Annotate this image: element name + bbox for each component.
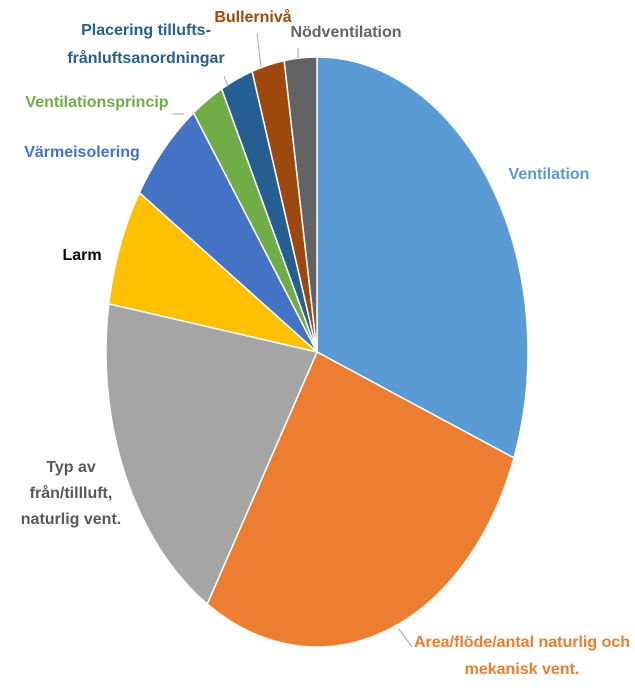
slice-label-1: Ventilation — [509, 166, 590, 183]
slice-label-6: Ventilationsprincip — [25, 94, 168, 111]
slice-label-5: Värmeisolering — [24, 144, 140, 161]
slice-label-7: Placering tillufts-frånluftsanordningar — [67, 22, 224, 67]
slice-label-line: Area/flöde/antal naturlig och — [414, 634, 630, 651]
pie-slices — [105, 56, 529, 648]
pie-slice-4 — [108, 191, 318, 353]
leader-line-8 — [256, 32, 262, 68]
slice-label-line: Placering tillufts- — [81, 22, 211, 39]
slice-label-9: Nödventilation — [290, 24, 401, 41]
slice-label-line: Typ av — [46, 459, 96, 476]
slice-label-3: Typ av från/tillluft, naturlig vent. — [21, 459, 121, 528]
leader-line-2 — [397, 627, 413, 648]
pie-slice-3 — [105, 302, 319, 606]
slice-label-8: Bullernivå — [214, 8, 291, 26]
slice-label-line: naturlig vent. — [21, 511, 121, 528]
slice-label-2: Area/flöde/antal naturlig och mekanisk ve… — [414, 634, 630, 678]
slice-labels: Ventilation Area/flöde/antal naturlig och… — [21, 8, 630, 678]
slice-label-4: Larm — [62, 247, 101, 264]
pie-slice-2 — [206, 350, 515, 648]
pie-slice-9 — [283, 56, 318, 353]
slice-label-line: mekanisk vent. — [465, 661, 580, 678]
leader-line-7 — [223, 75, 229, 88]
slice-label-line: från/tillluft, — [30, 484, 113, 502]
slice-label-line: frånluftsanordningar — [67, 49, 224, 67]
leader-lines — [173, 32, 413, 648]
pie-slice-1 — [316, 56, 529, 460]
